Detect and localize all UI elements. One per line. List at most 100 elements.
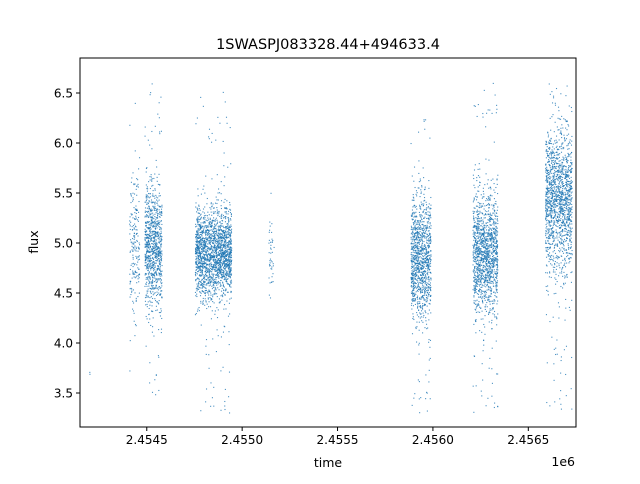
data-point xyxy=(420,298,422,300)
data-point xyxy=(424,261,426,263)
data-point xyxy=(155,394,157,396)
data-point xyxy=(215,274,217,276)
data-point xyxy=(199,266,201,268)
data-point xyxy=(161,264,163,267)
data-point xyxy=(223,244,225,246)
data-point xyxy=(425,212,427,214)
data-point xyxy=(426,253,428,255)
data-point xyxy=(147,277,149,279)
data-point xyxy=(210,258,212,260)
data-point xyxy=(151,185,153,187)
data-point xyxy=(494,271,496,273)
data-point xyxy=(483,193,485,195)
data-point xyxy=(272,265,274,267)
data-point xyxy=(159,262,161,264)
data-point xyxy=(204,280,206,283)
data-point xyxy=(230,257,233,259)
data-point xyxy=(146,226,148,229)
data-point xyxy=(481,299,484,301)
data-point xyxy=(228,228,230,230)
data-point xyxy=(158,205,160,207)
data-point xyxy=(158,234,160,236)
data-point xyxy=(195,235,198,237)
data-point xyxy=(482,222,484,224)
data-point xyxy=(424,128,426,130)
data-point xyxy=(477,289,480,292)
data-point xyxy=(423,232,425,234)
data-point xyxy=(213,207,215,209)
data-point xyxy=(487,288,489,290)
data-point xyxy=(420,253,423,255)
data-point xyxy=(484,257,486,259)
data-point xyxy=(200,302,202,304)
data-point xyxy=(211,254,213,257)
data-point xyxy=(429,215,431,217)
data-point xyxy=(225,116,228,118)
data-point xyxy=(490,217,492,219)
data-point xyxy=(223,304,226,306)
data-point xyxy=(416,245,418,247)
data-point xyxy=(423,225,425,227)
data-point xyxy=(215,260,218,262)
data-point xyxy=(421,243,423,245)
data-point xyxy=(417,305,419,307)
data-point xyxy=(161,254,163,256)
data-point xyxy=(221,287,223,289)
data-point xyxy=(217,116,219,118)
data-point xyxy=(496,274,498,277)
data-point xyxy=(421,203,423,205)
data-point xyxy=(135,233,137,235)
data-point xyxy=(429,137,431,139)
data-point xyxy=(230,263,232,265)
data-point xyxy=(137,183,139,185)
data-point xyxy=(206,249,208,251)
data-point xyxy=(214,244,216,246)
data-point xyxy=(148,200,150,202)
data-point xyxy=(478,256,480,258)
data-point xyxy=(496,275,498,278)
data-point xyxy=(208,289,210,291)
data-point xyxy=(217,229,219,231)
data-point xyxy=(202,232,204,234)
data-point xyxy=(207,270,209,273)
data-point xyxy=(132,271,134,274)
data-point xyxy=(157,214,159,216)
data-point xyxy=(230,238,232,240)
data-point xyxy=(208,222,210,225)
data-point xyxy=(494,402,496,404)
data-point xyxy=(214,236,216,238)
data-point xyxy=(144,207,147,209)
data-point xyxy=(156,253,158,255)
data-point xyxy=(152,326,154,328)
data-point xyxy=(477,224,479,226)
data-point xyxy=(202,211,204,213)
data-point xyxy=(413,285,415,287)
data-point xyxy=(426,236,428,238)
data-point xyxy=(205,266,207,268)
data-point xyxy=(219,254,221,257)
data-point xyxy=(147,276,149,278)
data-point xyxy=(228,331,230,333)
data-point xyxy=(473,270,476,272)
data-point xyxy=(196,295,198,298)
data-point xyxy=(206,203,208,205)
data-point xyxy=(202,251,204,253)
data-point xyxy=(197,227,199,229)
data-point xyxy=(155,207,157,210)
data-point xyxy=(134,223,136,225)
data-point xyxy=(134,235,136,237)
data-point xyxy=(208,247,210,249)
data-point xyxy=(425,282,427,284)
data-point xyxy=(223,250,225,253)
data-point xyxy=(420,274,422,276)
data-point xyxy=(422,248,424,251)
data-point xyxy=(210,292,212,294)
data-point xyxy=(217,199,219,201)
data-point xyxy=(216,266,218,268)
data-point xyxy=(208,306,210,308)
data-point xyxy=(145,268,147,270)
data-point xyxy=(412,227,415,229)
data-point xyxy=(210,271,212,273)
data-point xyxy=(418,302,420,305)
data-point xyxy=(423,209,425,211)
